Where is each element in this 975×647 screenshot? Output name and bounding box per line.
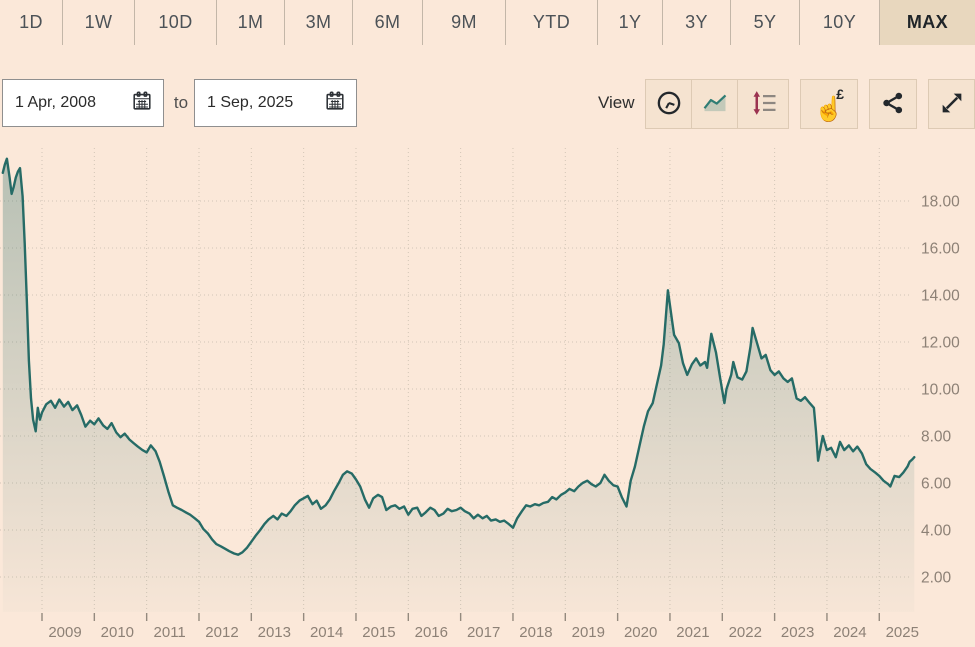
svg-text:2009: 2009 xyxy=(48,624,81,641)
range-tab-9m[interactable]: 9M xyxy=(423,0,506,45)
range-tab-1y[interactable]: 1Y xyxy=(598,0,663,45)
line-chart-view-button[interactable] xyxy=(691,79,737,129)
range-tab-5y[interactable]: 5Y xyxy=(731,0,800,45)
share-button[interactable] xyxy=(869,79,917,129)
svg-text:2022: 2022 xyxy=(729,624,762,641)
fullscreen-button[interactable] xyxy=(928,79,975,129)
svg-text:2016: 2016 xyxy=(415,624,448,641)
svg-text:4.00: 4.00 xyxy=(921,523,952,540)
svg-text:2014: 2014 xyxy=(310,624,343,641)
svg-text:2010: 2010 xyxy=(101,624,134,641)
svg-text:8.00: 8.00 xyxy=(921,429,952,446)
value-change-view-button[interactable] xyxy=(737,79,789,129)
svg-text:10.00: 10.00 xyxy=(921,382,960,399)
hand-icon: ☝ xyxy=(814,96,844,123)
calendar-icon[interactable] xyxy=(131,90,153,117)
from-date-input[interactable]: 1 Apr, 2008 xyxy=(2,79,164,127)
svg-text:6.00: 6.00 xyxy=(921,476,952,493)
svg-text:18.00: 18.00 xyxy=(921,194,960,211)
range-tab-3m[interactable]: 3M xyxy=(285,0,353,45)
expand-icon xyxy=(938,89,966,120)
svg-text:2017: 2017 xyxy=(467,624,500,641)
line-chart-icon xyxy=(700,89,730,120)
to-date-input[interactable]: 1 Sep, 2025 xyxy=(194,79,357,127)
svg-text:12.00: 12.00 xyxy=(921,335,960,352)
svg-text:14.00: 14.00 xyxy=(921,288,960,305)
svg-text:2019: 2019 xyxy=(572,624,605,641)
view-label: View xyxy=(598,93,635,112)
range-tab-10y[interactable]: 10Y xyxy=(800,0,880,45)
range-tab-1d[interactable]: 1D xyxy=(0,0,63,45)
range-tab-1m[interactable]: 1M xyxy=(217,0,285,45)
range-tab-10d[interactable]: 10D xyxy=(135,0,217,45)
price-tap-button[interactable]: ☝ £ xyxy=(800,79,858,129)
svg-text:2024: 2024 xyxy=(833,624,866,641)
price-area-chart[interactable]: 2.00 4.00 6.00 8.00 10.00 12.00 14.00 16.00 18.0… xyxy=(0,145,975,647)
svg-text:2018: 2018 xyxy=(519,624,552,641)
svg-text:2020: 2020 xyxy=(624,624,657,641)
pound-symbol: £ xyxy=(836,86,844,102)
svg-text:2011: 2011 xyxy=(154,624,186,641)
range-tab-bar: 1D 1W 10D 1M 3M 6M 9M YTD 1Y 3Y 5Y 10Y M… xyxy=(0,0,975,45)
hand-pound-icon: ☝ £ xyxy=(814,86,844,123)
clock-icon xyxy=(655,89,683,120)
date-range-to-label: to xyxy=(173,93,189,112)
range-tab-1w[interactable]: 1W xyxy=(63,0,135,45)
range-tab-max[interactable]: MAX xyxy=(880,0,975,45)
share-icon xyxy=(879,89,907,120)
calendar-icon[interactable] xyxy=(324,90,346,117)
svg-text:2025: 2025 xyxy=(886,624,919,641)
range-tab-ytd[interactable]: YTD xyxy=(506,0,598,45)
svg-text:2013: 2013 xyxy=(258,624,291,641)
time-interval-button[interactable] xyxy=(645,79,691,129)
range-tab-3y[interactable]: 3Y xyxy=(663,0,731,45)
svg-text:2021: 2021 xyxy=(676,624,709,641)
from-date-value: 1 Apr, 2008 xyxy=(15,94,96,111)
value-arrows-icon xyxy=(748,88,778,121)
svg-text:16.00: 16.00 xyxy=(921,241,960,258)
svg-text:2.00: 2.00 xyxy=(921,570,952,587)
svg-text:2015: 2015 xyxy=(362,624,395,641)
chart-controls-row: 1 Apr, 2008 to 1 Sep, 2025 View xyxy=(0,79,975,129)
to-date-value: 1 Sep, 2025 xyxy=(207,94,294,111)
svg-text:2012: 2012 xyxy=(205,624,238,641)
svg-text:2023: 2023 xyxy=(781,624,814,641)
range-tab-6m[interactable]: 6M xyxy=(353,0,423,45)
